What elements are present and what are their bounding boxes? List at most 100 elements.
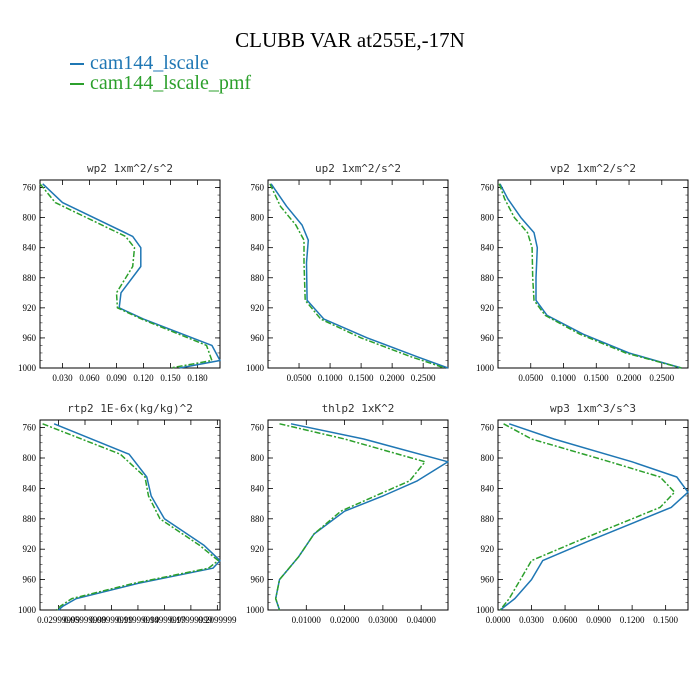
- series-line-lscale: [42, 183, 221, 369]
- series-line-lscale-pmf: [274, 423, 426, 611]
- x-tick-label: 0.150: [160, 373, 181, 383]
- y-tick-label: 920: [481, 544, 495, 554]
- x-tick-label: 0.1500: [584, 373, 609, 383]
- y-tick-label: 880: [251, 273, 265, 283]
- x-tick-label: 0.05999999: [64, 615, 107, 625]
- panel-3: vp2 1xm^2/s^2 760 800 840 880 920 960 1000 0.050…: [476, 162, 689, 383]
- y-tick-label: 840: [481, 483, 495, 493]
- y-tick-label: 880: [23, 273, 37, 283]
- x-tick-label: 0.0500: [287, 373, 312, 383]
- series-line-lscale-pmf: [39, 183, 213, 369]
- x-tick-label: 0.17999999: [170, 615, 213, 625]
- y-tick-label: 880: [251, 514, 265, 524]
- panel-title: wp3 1xm^3/s^3: [550, 402, 636, 415]
- y-tick-label: 1000: [246, 605, 265, 615]
- y-tick-label: 800: [251, 213, 265, 223]
- x-tick-label: 0.0300: [519, 615, 544, 625]
- series-line-lscale-pmf: [269, 183, 446, 369]
- series-line-lscale: [499, 183, 682, 369]
- y-tick-label: 760: [251, 183, 265, 193]
- axes-frame: [39, 419, 221, 611]
- panel-4: rtp2 1E-6x(kg/kg)^2 760 800 840 880 920 960 100…: [18, 402, 237, 625]
- series-line-lscale: [270, 183, 449, 369]
- panel-2: up2 1xm^2/s^2 760 800 840 880 920 960 1000 0.050…: [246, 162, 449, 383]
- y-tick-label: 800: [23, 213, 37, 223]
- y-tick-label: 880: [481, 273, 495, 283]
- y-tick-label: 960: [481, 575, 495, 585]
- y-tick-label: 1000: [18, 605, 37, 615]
- x-tick-label: 0.02999999: [37, 615, 80, 625]
- x-tick-label: 0.08999999: [90, 615, 133, 625]
- x-tick-label: 0.1500: [349, 373, 374, 383]
- x-tick-label: 0.120: [133, 373, 154, 383]
- panel-title: vp2 1xm^2/s^2: [550, 162, 636, 175]
- panel-6: wp3 1xm^3/s^3 760 800 840 880 920 960 10000.000…: [476, 402, 689, 625]
- panel-title: up2 1xm^2/s^2: [315, 162, 401, 175]
- y-tick-label: 920: [251, 303, 265, 313]
- y-tick-label: 840: [251, 483, 265, 493]
- y-tick-label: 1000: [18, 363, 37, 373]
- y-tick-label: 960: [481, 333, 495, 343]
- y-tick-label: 960: [23, 575, 37, 585]
- axes-frame: [497, 419, 689, 611]
- x-tick-label: 0.060: [79, 373, 100, 383]
- y-tick-label: 760: [23, 183, 37, 193]
- x-tick-label: 0.11999999: [117, 615, 160, 625]
- x-tick-label: 0.1000: [551, 373, 576, 383]
- y-tick-label: 840: [251, 243, 265, 253]
- y-tick-label: 800: [481, 453, 495, 463]
- y-tick-label: 920: [481, 303, 495, 313]
- y-tick-label: 800: [23, 453, 37, 463]
- y-tick-label: 880: [23, 514, 37, 524]
- y-tick-label: 760: [23, 423, 37, 433]
- series-line-lscale: [274, 423, 449, 611]
- axes-frame: [497, 179, 689, 369]
- y-tick-label: 920: [23, 303, 37, 313]
- figure-title: CLUBB VAR at255E,-17N: [235, 28, 465, 52]
- series-line-lscale-pmf: [498, 183, 682, 369]
- y-tick-label: 880: [481, 514, 495, 524]
- panel-5: thlp2 1xK^2 760 800 840 880 920 960 1000 0.01000…: [246, 402, 449, 625]
- x-tick-label: 0.01000: [292, 615, 322, 625]
- x-tick-label: 0.0000: [486, 615, 511, 625]
- x-tick-label: 0.1000: [318, 373, 343, 383]
- panel-title: rtp2 1E-6x(kg/kg)^2: [67, 402, 193, 415]
- series-line-lscale-pmf: [499, 423, 676, 611]
- y-tick-label: 960: [251, 575, 265, 585]
- series-line-lscale-pmf: [42, 423, 219, 611]
- legend-label: cam144_lscale_pmf: [90, 72, 252, 94]
- x-tick-label: 0.090: [106, 373, 127, 383]
- axes-frame: [39, 179, 221, 369]
- x-tick-label: 0.2099999: [198, 615, 237, 625]
- y-tick-label: 760: [481, 423, 495, 433]
- legend-line-icon: [70, 63, 84, 66]
- x-tick-label: 0.030: [52, 373, 73, 383]
- y-tick-label: 960: [251, 333, 265, 343]
- y-tick-label: 1000: [476, 363, 495, 373]
- y-tick-label: 920: [23, 544, 37, 554]
- y-tick-label: 800: [481, 213, 495, 223]
- y-tick-label: 1000: [246, 363, 265, 373]
- x-tick-label: 0.1500: [653, 615, 678, 625]
- y-tick-label: 800: [251, 453, 265, 463]
- legend-line-icon: [70, 83, 84, 86]
- panel-title: wp2 1xm^2/s^2: [87, 162, 173, 175]
- axes-frame: [267, 179, 449, 369]
- x-tick-label: 0.2500: [411, 373, 436, 383]
- x-tick-label: 0.04000: [407, 615, 437, 625]
- legend-item-series-2: cam144_lscale_pmf: [70, 72, 251, 95]
- x-tick-label: 0.02000: [330, 615, 360, 625]
- panel-1: wp2 1xm^2/s^2 760 800 840 880 920 960 1000 0.030…: [18, 162, 221, 383]
- x-tick-label: 0.2000: [617, 373, 642, 383]
- x-tick-label: 0.0900: [586, 615, 611, 625]
- y-tick-label: 760: [251, 423, 265, 433]
- panel-title: thlp2 1xK^2: [322, 402, 395, 415]
- x-tick-label: 0.0600: [553, 615, 578, 625]
- series-line-lscale: [53, 423, 221, 611]
- y-tick-label: 760: [481, 183, 495, 193]
- x-tick-label: 0.1200: [620, 615, 645, 625]
- y-tick-label: 1000: [476, 605, 495, 615]
- x-tick-label: 0.14999999: [143, 615, 186, 625]
- legend-label: cam144_lscale: [90, 52, 209, 74]
